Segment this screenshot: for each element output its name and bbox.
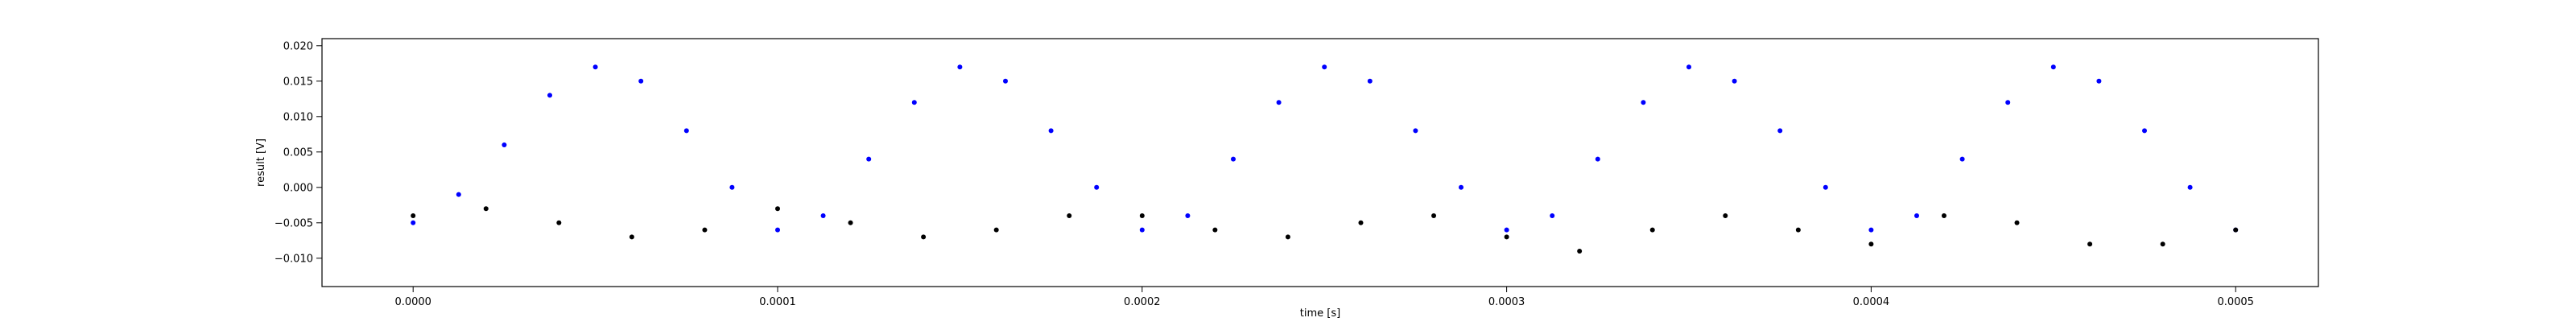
series-1 bbox=[411, 206, 2239, 254]
y-axis: −0.010 −0.005 0.000 0.005 0.010 0.015 0.020 bbox=[275, 40, 322, 265]
x-tick-label: 0.0003 bbox=[1488, 296, 1525, 308]
data-point bbox=[1823, 184, 1828, 190]
data-point bbox=[483, 206, 489, 212]
data-point bbox=[1868, 227, 1874, 233]
y-tick-label: 0.015 bbox=[283, 76, 313, 88]
data-point bbox=[2014, 220, 2020, 225]
data-point bbox=[2142, 128, 2148, 134]
data-point bbox=[1959, 156, 1965, 162]
data-point bbox=[638, 78, 644, 84]
data-point bbox=[1459, 184, 1464, 190]
data-point bbox=[502, 142, 507, 147]
data-point bbox=[2187, 184, 2193, 190]
data-point bbox=[1795, 227, 1801, 233]
x-tick-label: 0.0004 bbox=[1853, 296, 1890, 308]
data-point bbox=[775, 206, 780, 212]
x-axis-label: time [s] bbox=[1300, 307, 1340, 320]
data-point bbox=[1914, 213, 1920, 218]
data-point bbox=[2005, 100, 2011, 105]
x-tick-label: 0.0002 bbox=[1124, 296, 1161, 308]
data-point bbox=[957, 64, 963, 70]
data-point bbox=[1686, 64, 1692, 70]
data-point bbox=[1276, 100, 1282, 105]
data-point bbox=[1139, 227, 1145, 233]
data-point bbox=[547, 93, 552, 98]
data-point bbox=[1322, 64, 1327, 70]
data-point bbox=[456, 192, 461, 197]
data-point bbox=[1504, 234, 1509, 240]
y-tick-label: 0.020 bbox=[283, 40, 313, 52]
y-tick-label: 0.005 bbox=[283, 146, 313, 159]
data-point bbox=[1649, 227, 1655, 233]
data-point bbox=[1048, 128, 1054, 134]
data-point bbox=[1094, 184, 1100, 190]
x-tick-label: 0.0001 bbox=[759, 296, 796, 308]
data-point bbox=[1185, 213, 1191, 218]
y-tick-label: −0.010 bbox=[275, 253, 313, 265]
data-point bbox=[1577, 249, 1583, 254]
data-point bbox=[411, 220, 416, 225]
x-tick-label: 0.0000 bbox=[394, 296, 431, 308]
data-point bbox=[1003, 78, 1008, 84]
plot-frame bbox=[321, 38, 2319, 287]
data-point bbox=[2050, 64, 2056, 70]
y-axis-label: result [V] bbox=[255, 138, 267, 187]
data-point bbox=[775, 227, 780, 233]
data-point bbox=[683, 128, 689, 134]
data-point bbox=[729, 184, 735, 190]
data-point bbox=[1231, 156, 1236, 162]
plot-area bbox=[322, 39, 2318, 287]
y-tick-label: 0.000 bbox=[283, 182, 313, 194]
data-point bbox=[1212, 227, 1218, 233]
x-tick-label: 0.0005 bbox=[2217, 296, 2254, 308]
data-point bbox=[1504, 227, 1509, 233]
x-axis: 0.0000 0.0001 0.0002 0.0003 0.0004 0.0005 bbox=[394, 287, 2254, 308]
series-0 bbox=[411, 64, 2239, 233]
data-point bbox=[1067, 213, 1072, 218]
data-point bbox=[1641, 100, 1646, 105]
data-point bbox=[1285, 234, 1290, 240]
data-point bbox=[411, 213, 416, 218]
data-point bbox=[1550, 213, 1555, 218]
data-point bbox=[993, 227, 999, 233]
data-point bbox=[2233, 227, 2239, 233]
data-point bbox=[1139, 213, 1145, 218]
data-point bbox=[921, 234, 927, 240]
y-tick-label: 0.010 bbox=[283, 111, 313, 123]
data-point bbox=[1358, 220, 1364, 225]
data-point bbox=[1941, 213, 1946, 218]
data-marks bbox=[411, 64, 2239, 254]
data-point bbox=[1868, 241, 1874, 247]
data-point bbox=[1431, 213, 1437, 218]
data-point bbox=[2087, 241, 2093, 247]
data-point bbox=[1413, 128, 1418, 134]
data-point bbox=[1777, 128, 1783, 134]
data-point bbox=[592, 64, 598, 70]
data-point bbox=[1595, 156, 1600, 162]
data-point bbox=[629, 234, 634, 240]
data-point bbox=[702, 227, 708, 233]
data-point bbox=[848, 220, 853, 225]
data-point bbox=[556, 220, 562, 225]
data-point bbox=[2160, 241, 2165, 247]
data-point bbox=[911, 100, 917, 105]
data-point bbox=[1723, 213, 1728, 218]
data-point bbox=[2096, 78, 2102, 84]
data-point bbox=[1732, 78, 1737, 84]
y-tick-label: −0.005 bbox=[275, 217, 313, 229]
data-point bbox=[820, 213, 826, 218]
data-point bbox=[866, 156, 872, 162]
data-point bbox=[1367, 78, 1373, 84]
